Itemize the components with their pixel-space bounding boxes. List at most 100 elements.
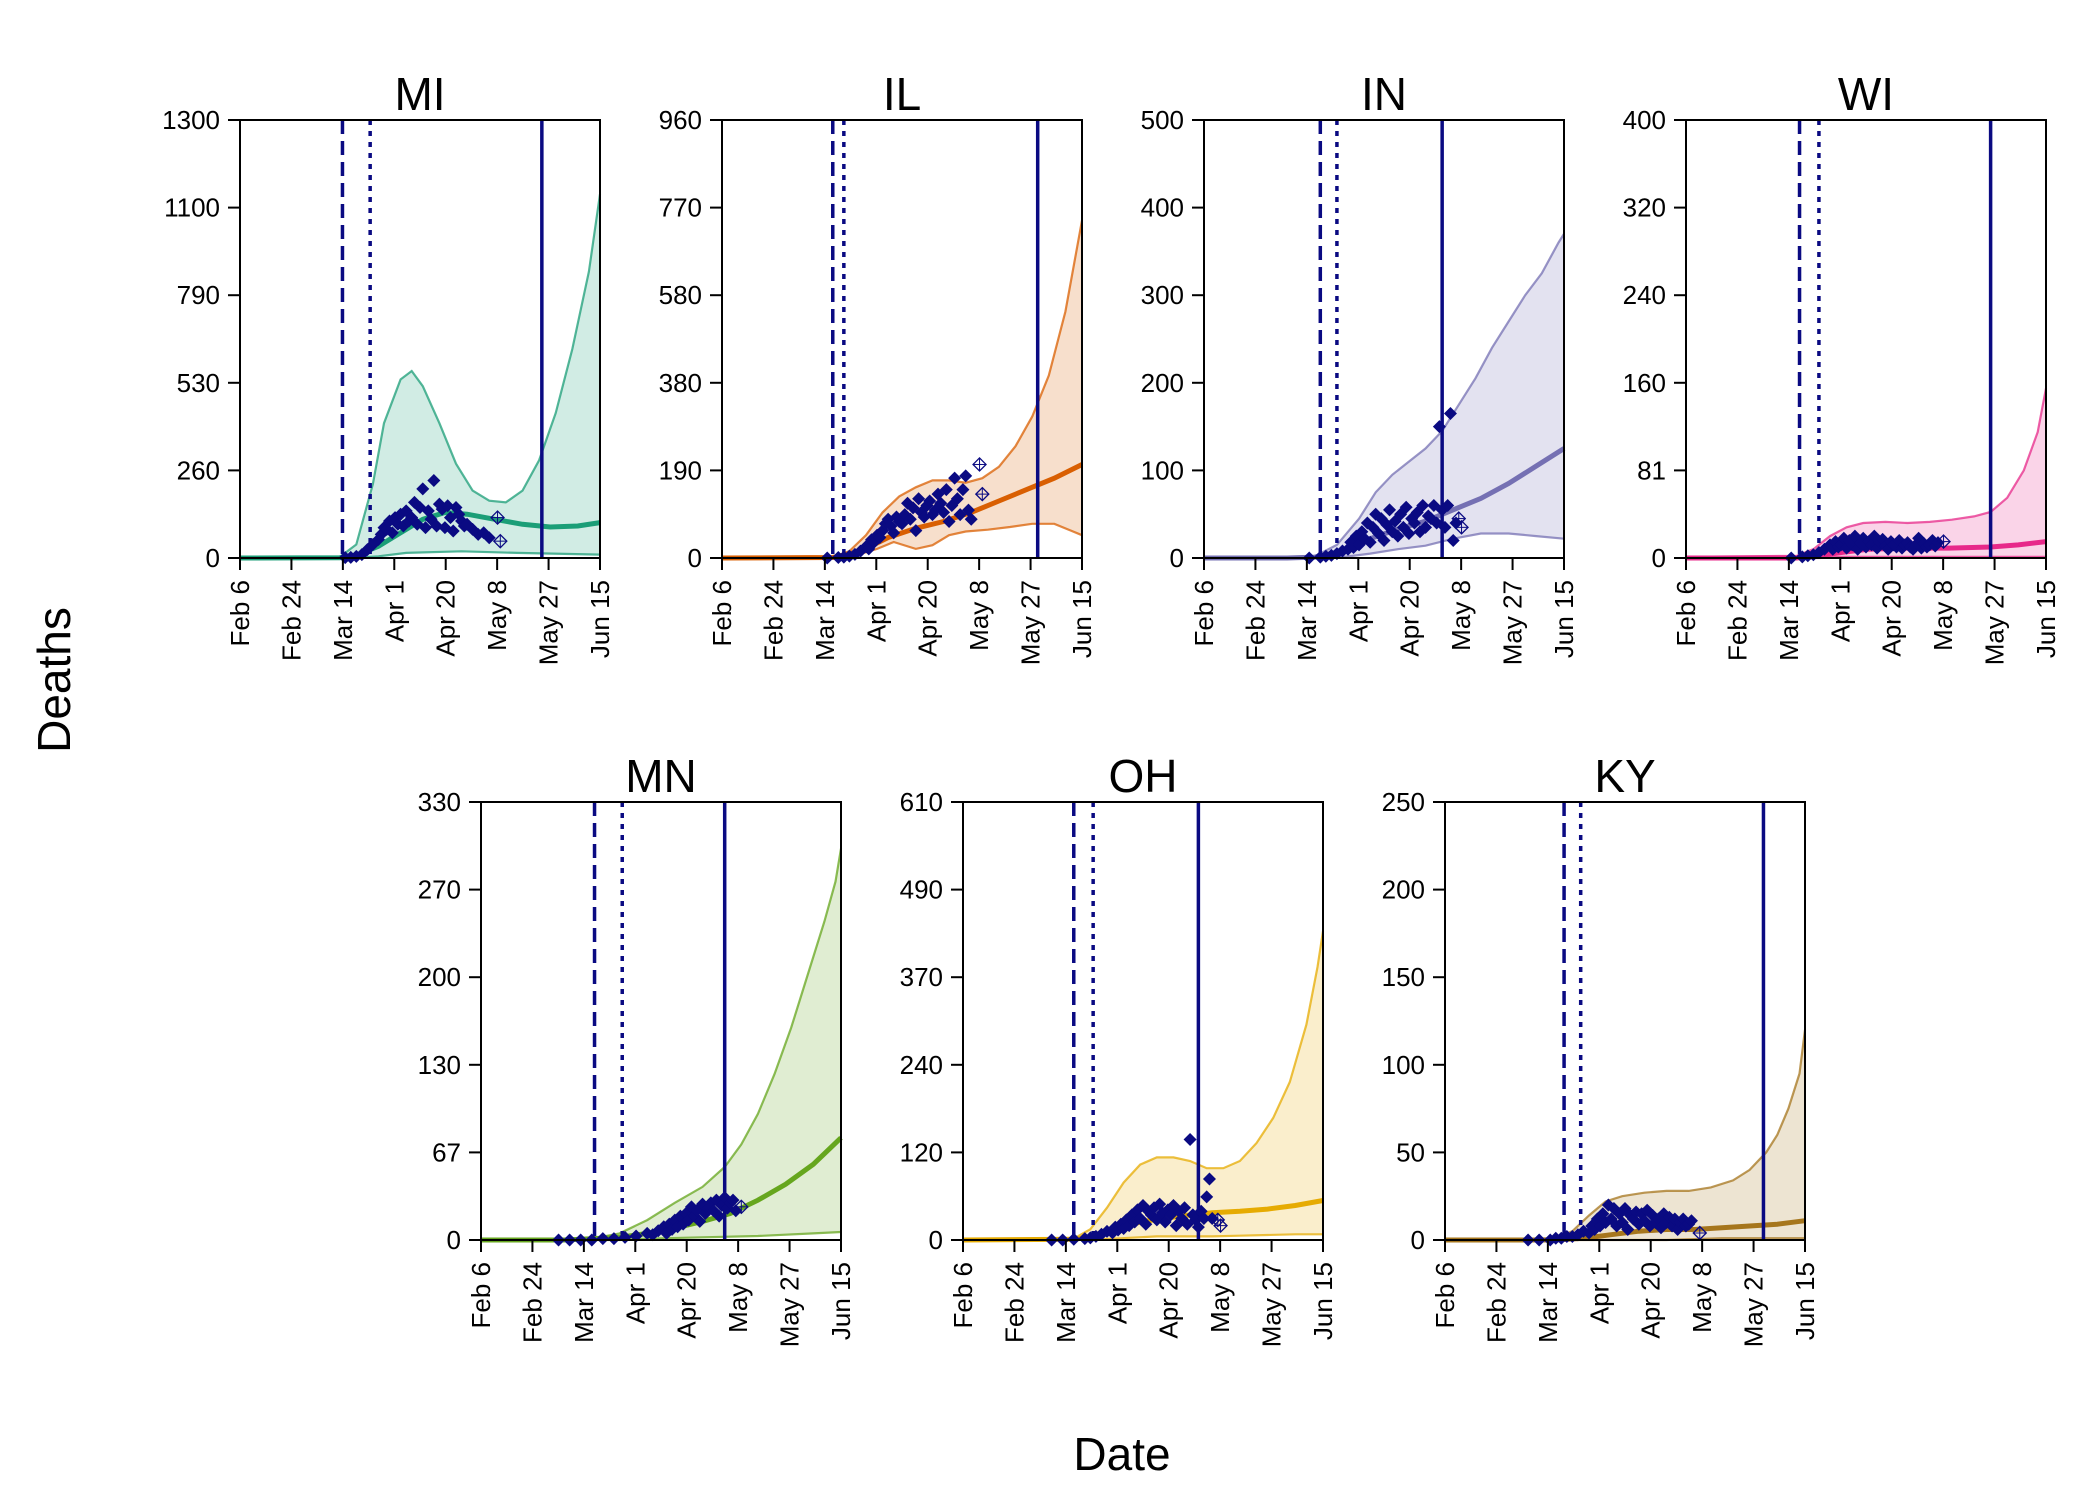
- observed-point: [937, 505, 951, 519]
- x-tick-label: Jun 15: [1549, 580, 1579, 658]
- y-tick-label: 150: [1382, 962, 1425, 992]
- y-tick-label: 330: [418, 787, 461, 817]
- x-tick-label: May 27: [534, 580, 564, 665]
- y-axis-title: Deaths: [28, 607, 80, 753]
- y-tick-label: 610: [900, 787, 943, 817]
- y-tick-label: 130: [418, 1050, 461, 1080]
- observed-point: [1419, 520, 1433, 534]
- observed-point: [693, 1214, 707, 1228]
- observed-point: [950, 492, 964, 506]
- upper-bound-line: [239, 193, 602, 559]
- x-tick-label: Apr 1: [1102, 1262, 1132, 1324]
- panel-mn: 0 67 130 200 270 330 Feb 6 Feb 24 Mar 14 Apr 1 Apr…: [418, 750, 856, 1347]
- y-tick-label: 0: [1652, 543, 1666, 573]
- y-tick-label: 0: [1170, 543, 1184, 573]
- y-tick-label: 160: [1623, 368, 1666, 398]
- y-tick-label: 120: [900, 1137, 943, 1167]
- x-tick-label: Feb 24: [758, 580, 788, 661]
- observed-point: [964, 512, 978, 526]
- y-tick-label: 240: [1623, 280, 1666, 310]
- observed-point: [1441, 498, 1455, 512]
- observed-point: [912, 492, 926, 506]
- y-tick-label: 81: [1637, 455, 1666, 485]
- y-tick-label: 200: [1141, 368, 1184, 398]
- x-tick-label: Apr 1: [861, 580, 891, 642]
- y-tick-label: 500: [1141, 105, 1184, 135]
- plot-frame: [1685, 119, 2047, 559]
- observed-point: [1438, 520, 1452, 534]
- x-tick-label: May 27: [1498, 580, 1528, 665]
- x-tick-label: Feb 24: [517, 1262, 547, 1343]
- observed-point: [1399, 500, 1413, 514]
- x-tick-label: Jun 15: [1790, 1262, 1820, 1340]
- x-tick-label: Feb 6: [466, 1262, 496, 1329]
- observed-point: [419, 521, 433, 535]
- x-tick-label: Feb 6: [1430, 1262, 1460, 1329]
- observed-point: [441, 499, 455, 513]
- y-tick-label: 790: [177, 280, 220, 310]
- x-tick-label: Feb 24: [1481, 1262, 1511, 1343]
- observed-point: [446, 524, 460, 538]
- y-tick-label: 1100: [164, 193, 220, 223]
- x-tick-label: Apr 20: [1877, 580, 1907, 657]
- y-tick-label: 320: [1623, 193, 1666, 223]
- x-tick-label: Feb 24: [276, 580, 306, 661]
- panel-il: 0 190 380 580 770 960 Feb 6 Feb 24 Mar 14 Apr 1 Ap…: [659, 68, 1097, 665]
- x-tick-label: Apr 1: [620, 1262, 650, 1324]
- y-tick-label: 250: [1382, 787, 1425, 817]
- x-tick-label: Jun 15: [1308, 1262, 1338, 1340]
- observed-point: [887, 526, 901, 540]
- observed-point: [482, 531, 496, 545]
- observed-point: [948, 471, 962, 485]
- upper-bound-line: [1444, 1029, 1807, 1242]
- uncertainty-band: [1445, 1029, 1805, 1240]
- x-tick-label: Feb 6: [1671, 580, 1701, 647]
- panel-title: OH: [1109, 750, 1178, 802]
- y-tick-label: 190: [659, 455, 702, 485]
- y-tick-label: 100: [1382, 1050, 1425, 1080]
- x-tick-label: Mar 14: [1051, 1262, 1081, 1343]
- observed-point: [1200, 1190, 1214, 1204]
- y-tick-label: 490: [900, 875, 943, 905]
- x-tick-label: Feb 24: [1722, 580, 1752, 661]
- observed-point: [726, 1193, 740, 1207]
- panel-title: KY: [1594, 750, 1655, 802]
- x-tick-label: May 8: [723, 1262, 753, 1333]
- panel-title: MN: [625, 750, 697, 802]
- panel-title: WI: [1838, 68, 1894, 120]
- x-tick-label: Feb 6: [948, 1262, 978, 1329]
- uncertainty-band: [963, 931, 1323, 1240]
- x-tick-label: Apr 1: [1825, 580, 1855, 642]
- observed-point: [1407, 516, 1421, 530]
- y-tick-label: 0: [688, 543, 702, 573]
- x-tick-label: Mar 14: [1774, 580, 1804, 661]
- panel-ky: 0 50 100 150 200 250 Feb 6 Feb 24 Mar 14 Apr 1 Apr…: [1382, 750, 1820, 1347]
- y-tick-label: 67: [432, 1137, 461, 1167]
- x-tick-label: May 8: [1928, 580, 1958, 651]
- x-tick-label: Feb 6: [707, 580, 737, 647]
- uncertainty-band: [1686, 388, 2046, 558]
- observed-point: [1443, 406, 1457, 420]
- panel-title: IL: [883, 68, 921, 120]
- x-tick-label: Apr 1: [379, 580, 409, 642]
- upper-bound-line: [1685, 388, 2048, 558]
- x-tick-label: Feb 6: [1189, 580, 1219, 647]
- y-tick-label: 240: [900, 1050, 943, 1080]
- y-tick-label: 370: [900, 962, 943, 992]
- observed-point: [923, 494, 937, 508]
- y-tick-label: 0: [1411, 1225, 1425, 1255]
- observed-point: [443, 511, 457, 525]
- observed-point: [712, 1209, 726, 1223]
- x-tick-label: Mar 14: [810, 580, 840, 661]
- observed-point: [903, 512, 917, 526]
- observed-point: [942, 515, 956, 528]
- y-tick-label: 400: [1623, 105, 1666, 135]
- panel-title: MI: [394, 68, 445, 120]
- observed-point: [1377, 533, 1391, 547]
- plot-frame: [239, 119, 601, 559]
- observed-point: [1183, 1132, 1197, 1146]
- y-tick-label: 530: [177, 368, 220, 398]
- observed-point: [939, 483, 953, 497]
